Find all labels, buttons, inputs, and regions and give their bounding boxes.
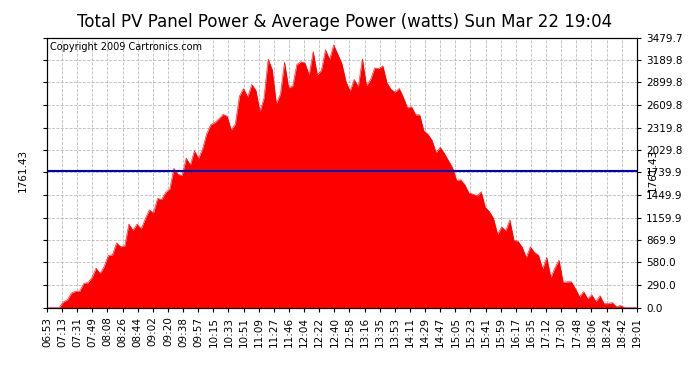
Text: Total PV Panel Power & Average Power (watts) Sun Mar 22 19:04: Total PV Panel Power & Average Power (wa… <box>77 13 613 31</box>
Text: Copyright 2009 Cartronics.com: Copyright 2009 Cartronics.com <box>50 42 202 51</box>
Text: 1761.43: 1761.43 <box>648 149 658 192</box>
Text: 1761.43: 1761.43 <box>18 149 28 192</box>
